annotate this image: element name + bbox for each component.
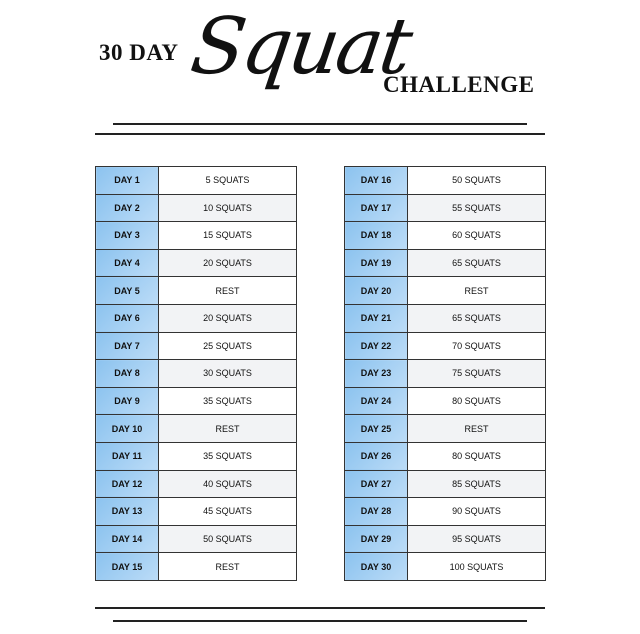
day-label: DAY 16 — [344, 166, 408, 195]
table-row: DAY 24 80 SQUATS — [344, 386, 546, 416]
day-task: 90 SQUATS — [407, 497, 546, 526]
day-label: DAY 15 — [95, 552, 159, 581]
day-label: DAY 25 — [344, 414, 408, 443]
day-label: DAY 6 — [95, 303, 159, 333]
day-task: 10 SQUATS — [158, 193, 297, 223]
table-row: DAY 14 50 SQUATS — [95, 524, 297, 554]
table-row: DAY 19 65 SQUATS — [344, 248, 546, 278]
day-label: DAY 27 — [344, 469, 408, 499]
table-row: DAY 10 REST — [95, 414, 297, 443]
day-task: 35 SQUATS — [158, 441, 297, 471]
day-task: REST — [158, 276, 297, 305]
table-row: DAY 29 95 SQUATS — [344, 524, 546, 554]
divider-bottom-inner — [113, 620, 527, 622]
day-task: 80 SQUATS — [407, 441, 546, 471]
day-task: 5 SQUATS — [158, 166, 297, 195]
table-row: DAY 12 40 SQUATS — [95, 469, 297, 499]
table-row: DAY 6 20 SQUATS — [95, 303, 297, 333]
table-row: DAY 23 75 SQUATS — [344, 359, 546, 388]
table-row: DAY 16 50 SQUATS — [344, 166, 546, 195]
day-task: 30 SQUATS — [158, 359, 297, 388]
table-row: DAY 9 35 SQUATS — [95, 386, 297, 416]
table-row: DAY 20 REST — [344, 276, 546, 305]
day-task: REST — [407, 414, 546, 443]
day-task: REST — [158, 552, 297, 581]
day-label: DAY 2 — [95, 193, 159, 223]
table-row: DAY 21 65 SQUATS — [344, 303, 546, 333]
day-task: 65 SQUATS — [407, 303, 546, 333]
day-task: 45 SQUATS — [158, 497, 297, 526]
table-row: DAY 28 90 SQUATS — [344, 497, 546, 526]
day-label: DAY 8 — [95, 359, 159, 388]
table-row: DAY 4 20 SQUATS — [95, 248, 297, 278]
day-task: 55 SQUATS — [407, 193, 546, 223]
day-label: DAY 5 — [95, 276, 159, 305]
table-row: DAY 27 85 SQUATS — [344, 469, 546, 499]
day-task: 50 SQUATS — [407, 166, 546, 195]
day-label: DAY 1 — [95, 166, 159, 195]
day-label: DAY 23 — [344, 359, 408, 388]
day-label: DAY 22 — [344, 331, 408, 361]
day-label: DAY 19 — [344, 248, 408, 278]
table-row: DAY 2 10 SQUATS — [95, 193, 297, 223]
day-task: 35 SQUATS — [158, 386, 297, 416]
table-row: DAY 15 REST — [95, 552, 297, 581]
day-label: DAY 30 — [344, 552, 408, 581]
day-label: DAY 10 — [95, 414, 159, 443]
day-label: DAY 26 — [344, 441, 408, 471]
table-row: DAY 8 30 SQUATS — [95, 359, 297, 388]
table-row: DAY 25 REST — [344, 414, 546, 443]
divider-bottom-outer — [95, 607, 545, 609]
day-task: REST — [407, 276, 546, 305]
title-prefix: 30 DAY — [99, 40, 179, 65]
table-row: DAY 30 100 SQUATS — [344, 552, 546, 581]
day-label: DAY 18 — [344, 221, 408, 250]
day-label: DAY 29 — [344, 524, 408, 554]
table-row: DAY 7 25 SQUATS — [95, 331, 297, 361]
table-row: DAY 18 60 SQUATS — [344, 221, 546, 250]
day-task: 85 SQUATS — [407, 469, 546, 499]
schedule-table-right: DAY 16 50 SQUATS DAY 17 55 SQUATS DAY 18 60 S… — [344, 166, 546, 581]
day-task: 80 SQUATS — [407, 386, 546, 416]
day-task: 40 SQUATS — [158, 469, 297, 499]
day-label: DAY 9 — [95, 386, 159, 416]
day-label: DAY 14 — [95, 524, 159, 554]
day-label: DAY 11 — [95, 441, 159, 471]
day-task: 15 SQUATS — [158, 221, 297, 250]
day-label: DAY 21 — [344, 303, 408, 333]
divider-top-inner — [113, 123, 527, 125]
title-script: Squat — [185, 2, 415, 92]
day-task: 95 SQUATS — [407, 524, 546, 554]
day-task: 20 SQUATS — [158, 303, 297, 333]
day-label: DAY 12 — [95, 469, 159, 499]
day-label: DAY 4 — [95, 248, 159, 278]
day-label: DAY 13 — [95, 497, 159, 526]
table-row: DAY 22 70 SQUATS — [344, 331, 546, 361]
day-label: DAY 3 — [95, 221, 159, 250]
divider-top-outer — [95, 133, 545, 135]
day-label: DAY 28 — [344, 497, 408, 526]
day-task: 20 SQUATS — [158, 248, 297, 278]
day-task: 70 SQUATS — [407, 331, 546, 361]
table-row: DAY 11 35 SQUATS — [95, 441, 297, 471]
day-task: 50 SQUATS — [158, 524, 297, 554]
day-task: REST — [158, 414, 297, 443]
day-label: DAY 20 — [344, 276, 408, 305]
day-label: DAY 17 — [344, 193, 408, 223]
day-label: DAY 7 — [95, 331, 159, 361]
day-task: 75 SQUATS — [407, 359, 546, 388]
table-row: DAY 17 55 SQUATS — [344, 193, 546, 223]
day-label: DAY 24 — [344, 386, 408, 416]
table-row: DAY 13 45 SQUATS — [95, 497, 297, 526]
table-row: DAY 26 80 SQUATS — [344, 441, 546, 471]
day-task: 25 SQUATS — [158, 331, 297, 361]
day-task: 60 SQUATS — [407, 221, 546, 250]
table-row: DAY 5 REST — [95, 276, 297, 305]
day-task: 65 SQUATS — [407, 248, 546, 278]
day-task: 100 SQUATS — [407, 552, 546, 581]
title-suffix: CHALLENGE — [383, 72, 535, 97]
table-row: DAY 3 15 SQUATS — [95, 221, 297, 250]
